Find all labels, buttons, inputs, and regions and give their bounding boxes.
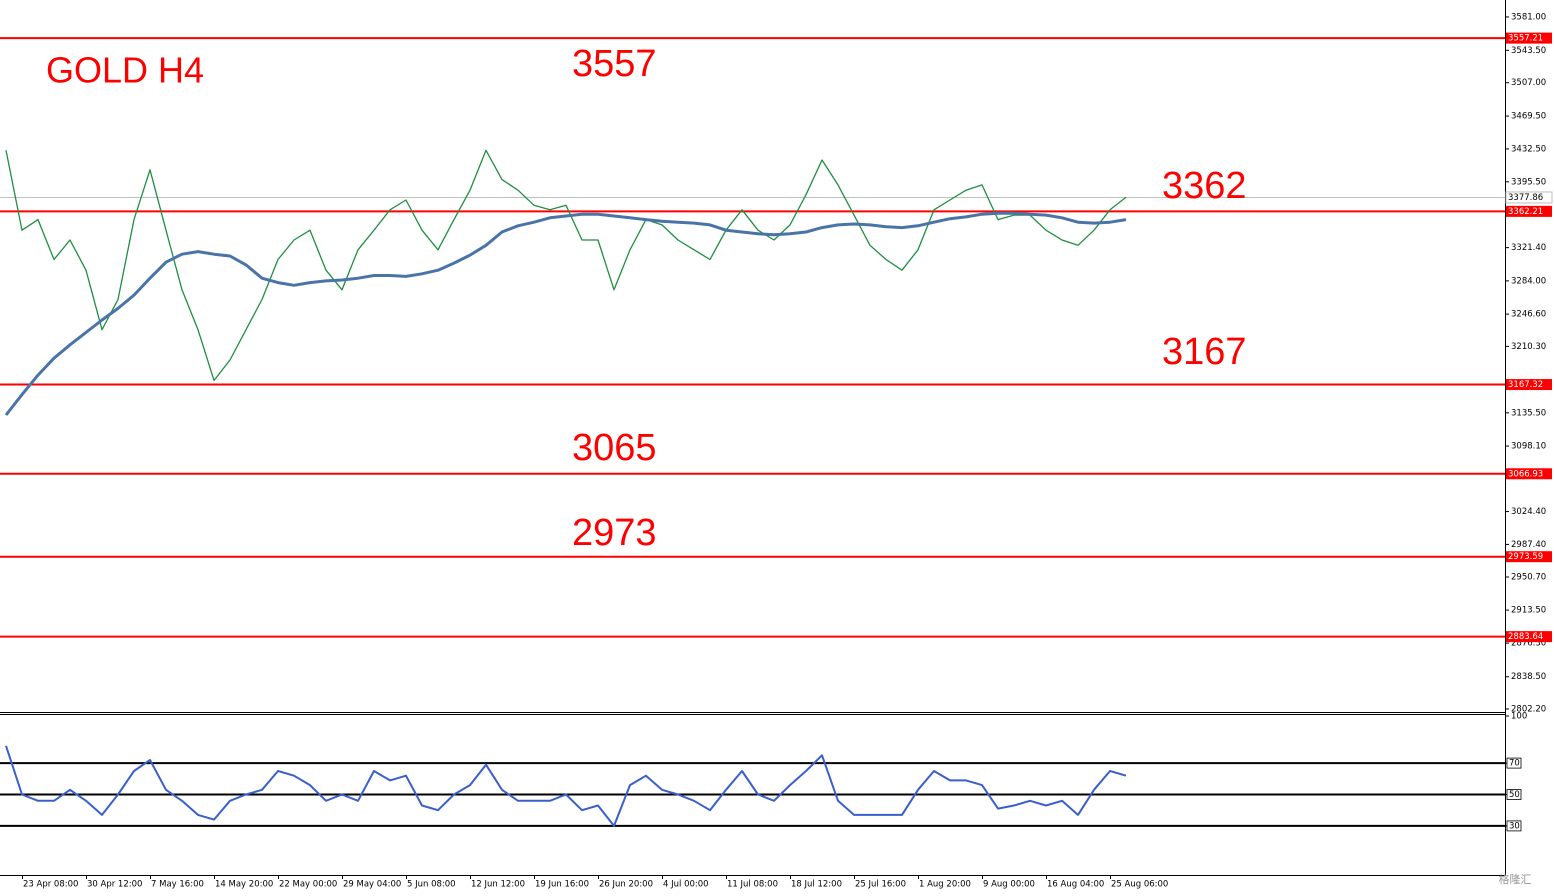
level-tag	[1506, 551, 1552, 563]
x-tick-label: 25 Aug 06:00	[1111, 880, 1168, 890]
x-tick-label: 22 May 00:00	[279, 880, 337, 890]
x-tick-label: 19 Jun 16:00	[535, 880, 589, 890]
x-tick-label: 4 Jul 00:00	[663, 880, 709, 890]
current-price-tag	[1505, 191, 1553, 204]
level-tag-label: 2883.64	[1508, 632, 1543, 642]
x-tick-label: 9 Aug 00:00	[983, 880, 1035, 890]
y-tick-label: 3395.50	[1511, 177, 1546, 187]
annotation: 3065	[572, 427, 657, 469]
x-tick-label: 5 Jun 08:00	[407, 880, 456, 890]
x-tick-label: 12 Jun 12:00	[471, 880, 525, 890]
y-tick-label: 2987.40	[1511, 540, 1546, 550]
x-tick-label: 29 May 04:00	[343, 880, 401, 890]
x-tick-label: 25 Jul 16:00	[855, 880, 906, 890]
y-tick-label: 3135.50	[1511, 408, 1546, 418]
watermark: 格隆汇	[1499, 872, 1532, 886]
level-tag	[1506, 631, 1552, 643]
y-tick-label: 3432.50	[1511, 144, 1546, 154]
series-line	[5, 149, 1127, 382]
y-tick-label: 3321.40	[1511, 243, 1546, 253]
y-tick-label: 3246.60	[1511, 310, 1546, 320]
current-price-label: 3377.86	[1508, 193, 1543, 203]
y-tick-box	[1506, 757, 1522, 769]
level-tag	[1506, 32, 1552, 44]
x-tick-label: 23 Apr 08:00	[23, 880, 78, 890]
annotation: 3362	[1162, 165, 1247, 207]
x-tick-label: 1 Aug 20:00	[919, 880, 971, 890]
level-tag-label: 3167.32	[1508, 380, 1543, 390]
y-tick-label: 3210.30	[1511, 342, 1546, 352]
level-tag	[1506, 468, 1552, 480]
y-tick-box	[1506, 820, 1522, 832]
y-tick-label: 3507.00	[1511, 78, 1546, 88]
x-tick-label: 30 Apr 12:00	[87, 880, 142, 890]
annotation: 2973	[572, 512, 657, 554]
y-tick-label: 30	[1509, 821, 1520, 831]
chart-title: GOLD H4	[46, 50, 204, 91]
y-tick-label: 100	[1511, 712, 1527, 722]
y-tick-label: 50	[1509, 790, 1520, 800]
y-tick-label: 3581.00	[1511, 12, 1546, 22]
x-tick-label: 26 Jun 20:00	[599, 880, 653, 890]
x-tick-label: 14 May 20:00	[215, 880, 273, 890]
y-tick-label: 2876.30	[1511, 639, 1546, 649]
annotation: 3557	[572, 43, 657, 85]
y-tick-label: 3284.00	[1511, 276, 1546, 286]
y-tick-label: 2913.50	[1511, 606, 1546, 616]
x-tick-label: 18 Jul 12:00	[791, 880, 842, 890]
y-tick-box	[1506, 789, 1522, 800]
level-tag-label: 3362.21	[1508, 207, 1543, 217]
x-tick-label: 11 Jul 08:00	[727, 880, 778, 890]
level-tag-label: 3557.21	[1508, 34, 1543, 44]
y-tick-label: 3543.50	[1511, 46, 1546, 56]
series-line	[4, 211, 1127, 416]
level-tag	[1506, 205, 1552, 217]
x-tick-label: 7 May 16:00	[151, 880, 204, 890]
y-tick-label: 3469.50	[1511, 112, 1546, 122]
series-line	[5, 745, 1127, 827]
x-tick-label: 16 Aug 04:00	[1047, 880, 1104, 890]
level-tag	[1506, 379, 1552, 391]
level-tag-label: 3066.93	[1508, 469, 1543, 479]
y-tick-label: 2950.70	[1511, 573, 1546, 583]
y-tick-label: 3098.10	[1511, 442, 1546, 452]
y-tick-label: 2802.20	[1511, 704, 1546, 714]
y-tick-label: 70	[1509, 759, 1520, 769]
y-tick-label: 2838.50	[1511, 672, 1546, 682]
level-tag-label: 2973.59	[1508, 552, 1543, 562]
annotation: 3167	[1162, 331, 1247, 373]
y-tick-label: 3024.40	[1511, 507, 1546, 517]
